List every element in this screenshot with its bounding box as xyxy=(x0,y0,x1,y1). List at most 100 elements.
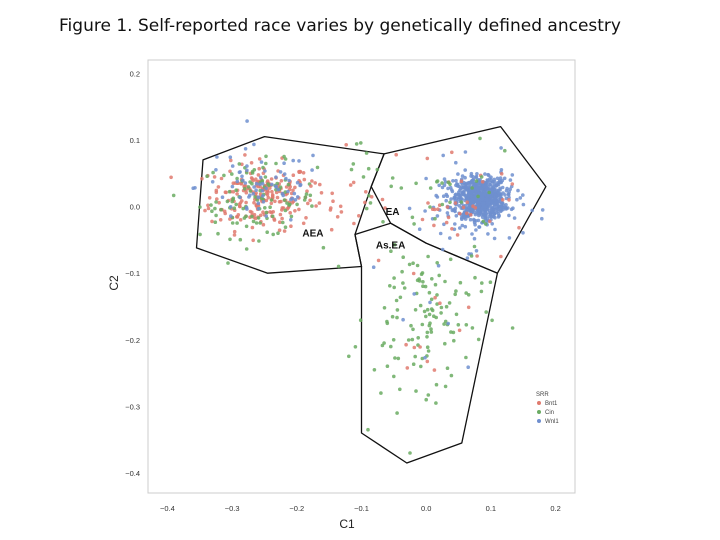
data-point xyxy=(352,221,356,226)
data-point xyxy=(359,141,363,145)
data-point xyxy=(257,157,262,161)
data-point xyxy=(464,291,469,295)
data-point xyxy=(469,254,474,258)
data-point xyxy=(235,179,240,184)
data-point xyxy=(383,206,387,210)
data-point xyxy=(237,162,242,166)
data-point xyxy=(375,167,380,172)
data-point xyxy=(449,330,453,334)
data-point xyxy=(399,186,404,190)
data-point xyxy=(295,202,299,207)
data-point xyxy=(429,297,434,302)
data-point xyxy=(469,191,473,195)
data-point xyxy=(484,310,489,314)
data-point xyxy=(439,305,444,310)
data-point xyxy=(344,143,349,147)
data-point xyxy=(398,295,403,300)
y-tick-label: −0.2 xyxy=(125,336,140,345)
data-point xyxy=(331,199,335,203)
x-axis-ticks: −0.4 −0.3 −0.2 −0.1 0.0 0.1 0.2 xyxy=(160,504,561,513)
data-point xyxy=(223,211,227,216)
data-point xyxy=(254,177,258,181)
data-point xyxy=(419,272,424,277)
data-point xyxy=(382,306,387,310)
data-point xyxy=(298,183,303,187)
data-point xyxy=(310,179,314,183)
data-point xyxy=(408,451,412,455)
legend-swatch xyxy=(537,419,541,423)
data-point xyxy=(391,338,396,342)
data-point xyxy=(214,168,218,172)
data-point xyxy=(252,142,256,147)
data-point xyxy=(313,181,318,185)
data-point xyxy=(425,156,430,161)
data-point xyxy=(444,198,449,203)
data-point xyxy=(442,222,446,227)
data-point xyxy=(464,323,469,327)
data-point xyxy=(493,196,497,201)
data-point xyxy=(239,182,243,186)
data-point xyxy=(466,197,470,202)
data-point xyxy=(459,179,464,183)
data-point xyxy=(252,168,257,172)
data-point xyxy=(293,185,297,190)
data-point xyxy=(256,204,261,208)
data-point xyxy=(499,204,503,209)
data-point xyxy=(245,207,249,211)
data-point xyxy=(264,154,268,159)
data-point xyxy=(255,198,260,202)
data-point xyxy=(468,217,473,222)
data-point xyxy=(444,304,449,309)
data-point xyxy=(297,207,301,212)
legend-title: SRR xyxy=(536,392,549,398)
data-point xyxy=(435,214,440,218)
y-tick-label: 0.1 xyxy=(130,136,140,145)
data-point xyxy=(413,308,418,312)
data-point xyxy=(297,159,301,163)
y-tick-label: −0.4 xyxy=(125,469,140,478)
data-point xyxy=(258,175,263,180)
data-point xyxy=(361,175,366,179)
data-point xyxy=(261,200,266,204)
data-point xyxy=(382,341,386,345)
data-point xyxy=(388,284,392,288)
data-point xyxy=(260,181,265,186)
data-point xyxy=(269,177,274,181)
data-point xyxy=(228,237,232,242)
data-point xyxy=(335,215,340,219)
data-point xyxy=(328,208,333,212)
data-point xyxy=(274,175,278,179)
data-point xyxy=(314,204,318,208)
data-point xyxy=(230,164,235,168)
data-point xyxy=(474,179,479,183)
data-point xyxy=(489,199,494,204)
data-point xyxy=(264,214,269,218)
data-point xyxy=(289,224,293,228)
data-point xyxy=(423,209,427,213)
data-point xyxy=(368,201,373,205)
data-point xyxy=(400,269,404,274)
data-point xyxy=(389,184,394,189)
data-point xyxy=(504,196,509,201)
data-point xyxy=(213,220,218,224)
legend-swatch xyxy=(537,410,541,414)
data-point xyxy=(487,177,492,181)
data-point xyxy=(410,215,415,220)
data-point xyxy=(434,193,439,198)
data-point xyxy=(424,314,428,319)
data-point xyxy=(461,205,466,210)
data-point xyxy=(435,293,439,297)
data-point xyxy=(364,151,369,155)
data-point xyxy=(264,210,269,215)
data-point xyxy=(263,175,268,179)
data-point xyxy=(336,264,341,269)
data-point xyxy=(244,214,248,219)
legend-entry: Cin xyxy=(545,410,554,416)
data-point xyxy=(465,200,470,204)
data-point xyxy=(470,197,475,201)
data-point xyxy=(450,189,455,194)
data-point xyxy=(301,171,306,175)
data-point xyxy=(289,218,293,222)
data-point xyxy=(304,216,308,220)
data-point xyxy=(358,318,363,323)
